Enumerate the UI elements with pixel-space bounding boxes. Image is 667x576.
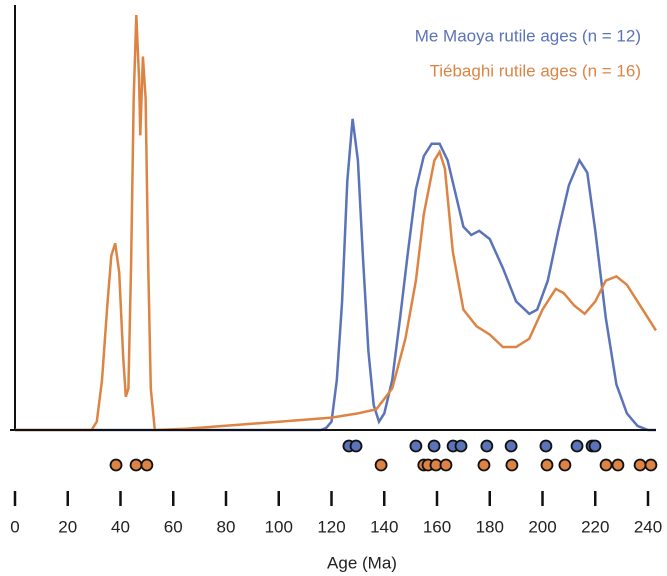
x-tick-label: 20 — [58, 517, 77, 536]
x-tick-label: 100 — [265, 517, 293, 536]
age-dot — [439, 458, 453, 472]
x-axis-label: Age (Ma) — [327, 553, 397, 572]
age-dot — [633, 458, 647, 472]
legend-entry: Tiébaghi rutile ages (n = 16) — [429, 61, 641, 80]
x-tick-label: 60 — [164, 517, 183, 536]
age-dot — [477, 458, 491, 472]
age-dot — [570, 439, 584, 453]
x-tick-label: 80 — [217, 517, 236, 536]
x-tick-label: 200 — [528, 517, 556, 536]
age-dot — [540, 458, 554, 472]
age-dot — [504, 439, 518, 453]
age-dot — [409, 439, 423, 453]
age-dot — [539, 439, 553, 453]
age-dot — [129, 458, 143, 472]
legend-entry: Me Maoya rutile ages (n = 12) — [415, 26, 641, 45]
age-dot — [349, 439, 363, 453]
density-line — [15, 118, 656, 432]
age-dot — [611, 458, 625, 472]
x-tick-label: 160 — [423, 517, 451, 536]
age-dot — [644, 458, 658, 472]
x-tick-label: 180 — [476, 517, 504, 536]
age-dot — [374, 458, 388, 472]
x-tick-label: 0 — [10, 517, 19, 536]
x-tick-label: 140 — [370, 517, 398, 536]
age-dot — [558, 458, 572, 472]
x-tick-label: 120 — [317, 517, 345, 536]
age-dot — [454, 439, 468, 453]
age-dot — [588, 439, 602, 453]
age-dot — [140, 458, 154, 472]
x-tick-label: 220 — [581, 517, 609, 536]
age-dot — [480, 439, 494, 453]
x-tick-label: 240 — [634, 517, 662, 536]
age-dot — [427, 439, 441, 453]
x-tick-label: 40 — [111, 517, 130, 536]
age-dot — [109, 458, 123, 472]
age-dot — [599, 458, 613, 472]
age-dot — [505, 458, 519, 472]
density-line — [15, 14, 657, 432]
